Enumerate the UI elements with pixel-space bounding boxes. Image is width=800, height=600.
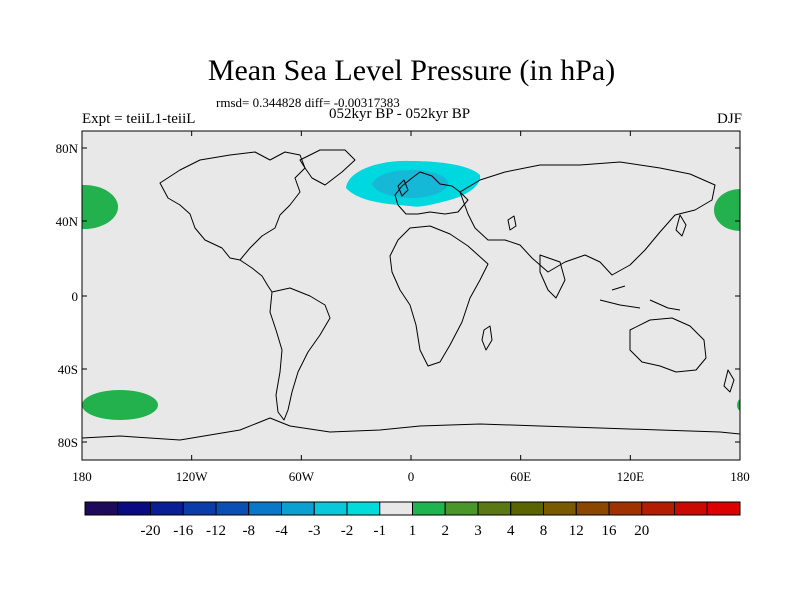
- colorbar-label: 3: [474, 523, 482, 539]
- colorbar-swatch: [510, 501, 544, 516]
- colorbar-swatch: [313, 501, 348, 516]
- colorbar-label: -20: [141, 523, 161, 539]
- lon-tick-label: 60W: [289, 469, 315, 484]
- colorbar-label: 20: [634, 523, 649, 539]
- colorbar-swatch: [150, 501, 184, 516]
- colorbar: -20 -16 -12 -8 -4 -3 -2 -1 1 2 3 4 8 12 16 20: [84, 501, 741, 539]
- anomaly-fills: [82, 160, 740, 420]
- colorbar-label: 12: [569, 523, 584, 539]
- colorbar-swatch: [84, 501, 119, 516]
- colorbar-swatch: [215, 501, 250, 516]
- colorbar-label: 16: [602, 523, 618, 539]
- colorbar-swatch: [281, 501, 315, 516]
- colorbar-label: -2: [341, 523, 354, 539]
- colorbar-label: 2: [442, 523, 450, 539]
- colorbar-swatch: [379, 501, 413, 516]
- coastlines: [82, 149, 740, 441]
- period-label: 052kyr BP - 052kyr BP: [329, 106, 471, 122]
- lon-tick-label: 180: [730, 469, 750, 484]
- colorbar-swatch: [706, 501, 741, 516]
- season-label: DJF: [716, 111, 742, 127]
- lat-tick-label: 40N: [56, 214, 79, 229]
- lon-tick-label: 0: [408, 469, 415, 484]
- colorbar-label: 8: [540, 523, 548, 539]
- lat-tick-label: 80S: [58, 435, 78, 450]
- colorbar-swatch: [182, 501, 217, 516]
- positive-anomaly-north-pacific-east: [714, 189, 740, 231]
- colorbar-swatch: [641, 501, 675, 516]
- colorbar-swatch: [674, 501, 708, 516]
- negative-anomaly-core: [372, 170, 448, 198]
- colorbar-label: -3: [308, 523, 321, 539]
- colorbar-swatch: [444, 501, 479, 516]
- colorbar-swatch: [346, 501, 381, 516]
- colorbar-label: -8: [243, 523, 256, 539]
- positive-anomaly-south-edge: [737, 399, 740, 411]
- colorbar-swatch: [117, 501, 151, 516]
- chart-title: Mean Sea Level Pressure (in hPa): [207, 54, 616, 87]
- colorbar-swatch: [477, 501, 512, 516]
- lon-tick-label: 60E: [510, 469, 531, 484]
- colorbar-swatch: [412, 501, 446, 516]
- lat-tick-label: 0: [72, 289, 79, 304]
- lon-tick-label: 180: [72, 469, 92, 484]
- colorbar-label: -12: [206, 523, 226, 539]
- axis-ticks: 80N 40N 0 40S 80S 180 120W 60W 0 60E 120E 180: [56, 131, 750, 484]
- lon-tick-label: 120E: [617, 469, 645, 484]
- colorbar-swatch: [575, 501, 610, 516]
- colorbar-label: 4: [507, 523, 515, 539]
- experiment-label: Expt = teiiL1-teiiL: [82, 111, 196, 127]
- colorbar-label: -16: [173, 523, 193, 539]
- colorbar-swatch: [608, 501, 643, 516]
- lat-tick-label: 40S: [58, 362, 78, 377]
- colorbar-swatch: [248, 501, 282, 516]
- positive-anomaly-north-pacific-west: [82, 185, 118, 229]
- colorbar-swatch: [543, 501, 577, 516]
- lon-tick-label: 120W: [176, 469, 209, 484]
- colorbar-label: 1: [409, 523, 417, 539]
- colorbar-label: -4: [275, 523, 288, 539]
- positive-anomaly-south-pacific: [82, 390, 158, 420]
- stats-label: rmsd= 0.344828 diff= -0.00317383: [216, 95, 400, 110]
- lat-tick-label: 80N: [56, 141, 79, 156]
- colorbar-label: -1: [374, 523, 387, 539]
